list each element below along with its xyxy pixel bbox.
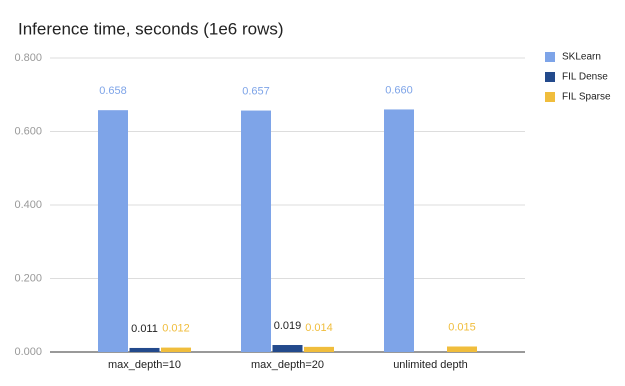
bar — [98, 110, 128, 352]
value-label: 0.015 — [448, 321, 476, 333]
bar — [241, 110, 271, 353]
value-label: 0.014 — [305, 322, 333, 334]
x-tick-label: unlimited depth — [393, 359, 468, 371]
value-label: 0.012 — [162, 322, 190, 334]
value-label: 0.657 — [242, 85, 270, 97]
y-tick-label: 0.400 — [14, 199, 42, 211]
value-label: 0.658 — [99, 85, 127, 97]
legend-label: FIL Dense — [562, 72, 608, 83]
bar — [161, 347, 191, 352]
bar — [129, 347, 160, 352]
chart-title: Inference time, seconds (1e6 rows) — [18, 19, 284, 38]
y-tick-label: 0.000 — [14, 346, 42, 358]
legend-label: FIL Sparse — [562, 92, 611, 103]
bar — [447, 346, 477, 352]
value-label: 0.660 — [385, 84, 413, 96]
legend-swatch — [545, 72, 555, 82]
bar — [272, 345, 303, 352]
y-tick-label: 0.200 — [14, 272, 42, 284]
value-label: 0.019 — [274, 320, 302, 332]
x-tick-label: max_depth=20 — [251, 359, 324, 371]
legend-label: SKLearn — [562, 52, 601, 63]
y-tick-label: 0.600 — [14, 125, 42, 137]
legend-swatch — [545, 92, 555, 102]
bar — [384, 109, 414, 352]
bar — [304, 346, 334, 352]
value-label: 0.011 — [131, 323, 158, 335]
x-tick-label: max_depth=10 — [108, 359, 181, 371]
legend-swatch — [545, 52, 555, 62]
y-tick-label: 0.800 — [14, 52, 42, 64]
